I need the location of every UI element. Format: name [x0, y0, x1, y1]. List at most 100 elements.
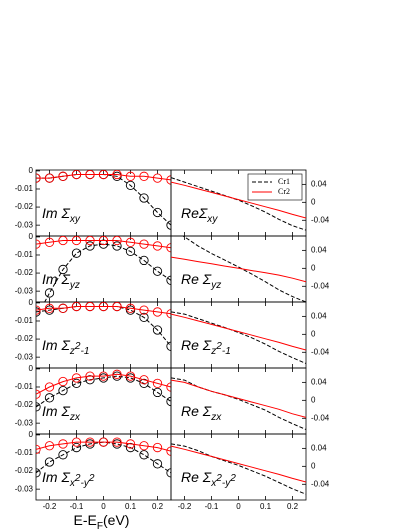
marker [98, 236, 109, 246]
panel-label-part: 2 [215, 473, 222, 484]
marker [166, 446, 171, 456]
marker [71, 236, 82, 246]
y-tick-label: 0 [311, 329, 316, 338]
panel-label-part: xy [69, 214, 81, 225]
panel-label-part: Im Σ [42, 403, 70, 419]
panel-label-part: -1 [222, 346, 231, 357]
panel-label-part: -y [81, 478, 90, 489]
series-line [171, 379, 306, 418]
x-tick-label: 0.2 [287, 502, 299, 511]
marker [152, 207, 163, 218]
series-line [44, 243, 171, 302]
panel-label-part: 2 [88, 473, 95, 484]
marker [112, 369, 122, 379]
marker [152, 387, 163, 398]
panel-label: Im Σxy [42, 205, 81, 225]
y-tick-label: 0.04 [311, 443, 327, 452]
plot-area [36, 302, 171, 351]
marker [44, 457, 55, 467]
marker [58, 264, 68, 275]
x-tick-label: 0 [236, 502, 241, 511]
series-line [171, 443, 306, 495]
plot-area [36, 170, 171, 230]
marker [139, 312, 149, 323]
y-tick-label: 0.04 [311, 245, 327, 254]
marker [44, 288, 55, 298]
panel-frame [170, 301, 307, 369]
marker [112, 170, 122, 180]
y-tick-label: -0.02 [15, 268, 34, 277]
marker [152, 173, 163, 183]
panel-label-part: Im Σ [42, 337, 70, 353]
y-tick-label: -0.02 [15, 334, 34, 343]
legend-box [247, 173, 303, 201]
panel-label-part: Im Σ [42, 469, 70, 485]
marker [58, 376, 68, 387]
panel-label-part: zx [210, 412, 222, 423]
marker [152, 307, 163, 317]
marker [112, 241, 122, 251]
marker [125, 439, 136, 449]
marker [85, 371, 95, 381]
marker [98, 371, 109, 381]
panel-label-part: yz [69, 280, 80, 291]
marker [152, 325, 163, 335]
marker [166, 243, 171, 253]
series-line [171, 377, 306, 430]
marker [44, 173, 55, 183]
marker [125, 303, 136, 313]
panel-frame [35, 301, 172, 369]
marker [36, 173, 41, 183]
marker [36, 305, 41, 315]
panel-label-part: 2 [215, 341, 222, 352]
panel-label: Im Σzx [42, 403, 81, 423]
panel-frame [35, 433, 172, 501]
marker [112, 437, 122, 447]
panel-label-part: Im Σ [42, 205, 70, 221]
panel-frame [170, 235, 307, 303]
series-line [171, 311, 306, 364]
panel-label-part: -1 [81, 346, 90, 357]
panel-label-part: Re Σ [181, 271, 212, 287]
plot-area [36, 369, 171, 412]
marker [166, 341, 171, 351]
plot-area [171, 177, 306, 231]
marker [139, 193, 149, 203]
panel-label-part: yz [210, 280, 221, 291]
panel-label-part: Im Σ [42, 271, 70, 287]
x-tick-label: -0.2 [43, 502, 57, 511]
y-tick-label: 0 [311, 197, 316, 206]
marker [44, 303, 55, 313]
marker [98, 302, 109, 312]
plot-area [171, 311, 306, 364]
panel-label-part: z [69, 346, 75, 357]
x-tick-label: -0.1 [205, 502, 219, 511]
marker [85, 241, 95, 251]
marker [166, 175, 171, 185]
marker [71, 373, 82, 383]
x-tick-label: 0.1 [125, 502, 137, 511]
y-tick-label: -0.03 [15, 220, 34, 229]
marker [125, 237, 136, 247]
panel-label-part: Re Σ [181, 337, 212, 353]
panel-label: Re Σyz [181, 271, 221, 291]
panel-frame [170, 367, 307, 435]
marker [58, 303, 68, 313]
marker [166, 396, 171, 407]
x-tick-label: 0.2 [152, 502, 164, 511]
y-tick-label: 0.04 [311, 311, 327, 320]
x-axis-label: E-EF(eV) [74, 512, 130, 532]
x-tick-label: -0.2 [178, 502, 192, 511]
marker [36, 468, 41, 478]
y-tick-label: 0 [311, 395, 316, 404]
marker [44, 393, 55, 403]
y-tick-label: -0.01 [15, 316, 34, 325]
marker [152, 459, 163, 469]
plot-area [171, 236, 306, 302]
panel-label: ReΣxy [181, 205, 218, 225]
marker [112, 302, 122, 312]
panel-label-part: -y [222, 478, 231, 489]
marker [139, 441, 149, 451]
plot-area [171, 377, 306, 430]
